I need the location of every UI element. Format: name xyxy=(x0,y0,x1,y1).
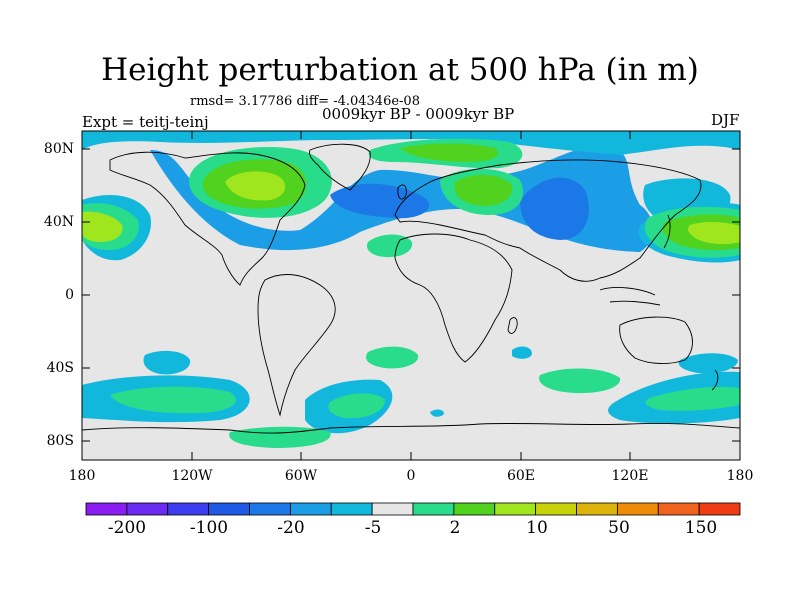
coast-new-zealand xyxy=(711,369,719,391)
siberia-low xyxy=(520,177,589,240)
colorbar-swatch xyxy=(698,502,741,516)
colorbar-label: 150 xyxy=(684,518,718,538)
colorbar-label: 10 xyxy=(526,518,548,538)
colorbar xyxy=(85,502,741,516)
southern-ocean-high-east xyxy=(645,386,740,411)
colorbar-swatch xyxy=(453,502,496,516)
colorbar-label: -200 xyxy=(107,518,147,538)
lon-tick-label: 120W xyxy=(171,468,213,484)
stats-line: rmsd= 3.17786 diff= -4.04346e-08 xyxy=(190,94,420,109)
arctic-low xyxy=(82,131,740,155)
season-label: DJF xyxy=(711,111,740,129)
coast-indonesia xyxy=(599,287,661,306)
colorbar-swatch xyxy=(371,502,414,516)
colorbar-swatch xyxy=(494,502,537,516)
colorbar-swatch xyxy=(167,502,210,516)
atlantic-blob xyxy=(366,234,413,258)
north-atlantic-low-core xyxy=(330,183,430,219)
colorbar-label: 2 xyxy=(449,518,461,538)
coast-australia xyxy=(619,316,693,364)
map-plot-area xyxy=(82,131,740,460)
lon-tick-label: 120E xyxy=(611,468,649,484)
colorbar-swatch xyxy=(412,502,455,516)
south-atlantic-high xyxy=(365,346,419,369)
colorbar-label: -5 xyxy=(364,518,382,538)
colorbar-swatch xyxy=(535,502,577,516)
lat-tick-label: 80S xyxy=(46,433,74,449)
period-label: 0009kyr BP - 0009kyr BP xyxy=(322,105,515,123)
colorbar-label: -20 xyxy=(277,518,305,538)
southern-ocean-high-mid xyxy=(328,393,385,419)
north-pacific-high-east-core xyxy=(687,222,740,245)
lat-tick-label: 40N xyxy=(43,214,74,230)
eastern-europe-high-core xyxy=(454,174,513,207)
axis-ticks xyxy=(81,131,741,460)
colorbar-swatch xyxy=(657,502,700,516)
coastlines xyxy=(82,143,740,434)
australia-low xyxy=(678,353,738,374)
colorbar-label: -100 xyxy=(189,518,229,538)
europe-high-core xyxy=(400,143,499,162)
south-pacific-high xyxy=(110,386,236,414)
colorbar-swatch xyxy=(616,502,659,516)
coast-north-america xyxy=(109,151,306,286)
coast-greenland xyxy=(309,143,371,191)
lon-tick-label: 60W xyxy=(284,468,318,484)
lat-tick-label: 80N xyxy=(43,141,74,157)
colorbar-swatch xyxy=(330,502,373,516)
south-atlantic-small xyxy=(512,346,532,359)
north-america-high-core xyxy=(225,171,286,201)
lat-tick-label: 0 xyxy=(65,287,74,303)
antarctic-high xyxy=(229,426,331,448)
coast-madagascar xyxy=(507,317,518,334)
colorbar-swatch xyxy=(208,502,250,516)
coast-japan xyxy=(663,214,671,249)
indian-ocean-high xyxy=(539,368,621,394)
coast-africa xyxy=(394,233,513,363)
experiment-label: Expt = teitj-teinj xyxy=(82,113,209,131)
colorbar-swatch xyxy=(289,502,332,516)
colorbar-swatch xyxy=(85,502,128,516)
lon-tick-label: 180 xyxy=(68,468,96,484)
coast-antarctica xyxy=(82,422,740,434)
lat-tick-label: 40S xyxy=(46,360,74,376)
south-pacific-low xyxy=(143,350,191,375)
colorbar-label: 50 xyxy=(608,518,630,538)
lon-tick-label: 60E xyxy=(506,468,536,484)
coast-uk xyxy=(397,184,407,200)
coast-south-america xyxy=(257,274,336,417)
lon-tick-label: 0 xyxy=(406,468,416,484)
north-pacific-high-west-core xyxy=(82,211,123,242)
colorbar-swatch xyxy=(576,502,618,516)
antarctic-small-low xyxy=(430,409,444,417)
colorbar-swatch xyxy=(249,502,291,516)
colorbar-swatch xyxy=(126,502,169,516)
lon-tick-label: 180 xyxy=(726,468,754,484)
coast-eurasia xyxy=(394,159,702,282)
map-title: Height perturbation at 500 hPa (in m) xyxy=(101,52,699,88)
